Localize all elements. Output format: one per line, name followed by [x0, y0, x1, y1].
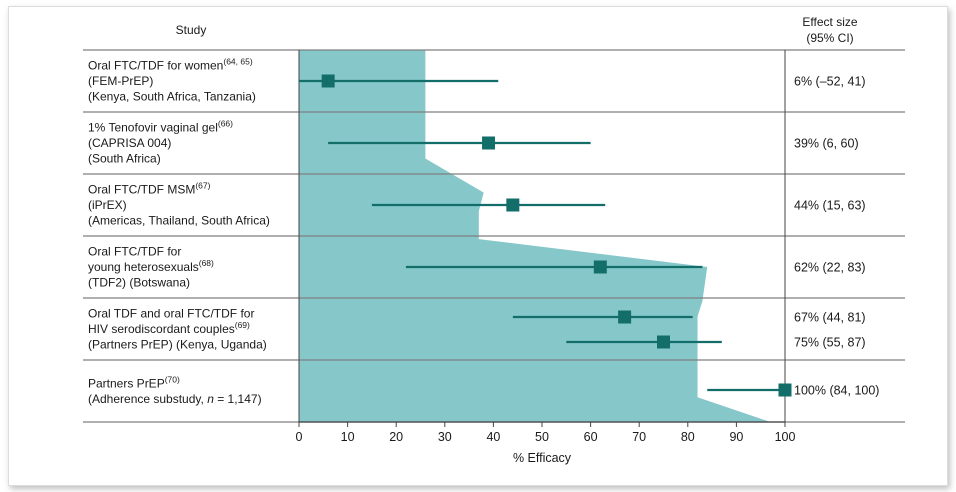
- study-label-line: (TDF2) (Botswana): [88, 276, 190, 290]
- x-tick-label: 70: [632, 430, 646, 444]
- x-tick-label: 60: [584, 430, 598, 444]
- point-estimate-marker: [506, 198, 520, 212]
- ci-header: (95% CI): [806, 31, 853, 45]
- study-label-line: (Partners PrEP) (Kenya, Uganda): [88, 338, 267, 352]
- study-label-line: Oral FTC/TDF for women(64, 65): [88, 57, 253, 73]
- effect-size-header: Effect size: [802, 15, 857, 29]
- study-label-line: (Adherence substudy, n = 1,147): [88, 392, 262, 406]
- study-label-line: Oral FTC/TDF MSM(67): [88, 181, 211, 197]
- study-label-line: Oral TDF and oral FTC/TDF for: [88, 307, 254, 321]
- point-estimate-marker: [321, 74, 335, 88]
- x-tick-label: 90: [729, 430, 743, 444]
- study-label-line: (Americas, Thailand, South Africa): [88, 214, 270, 228]
- effect-size-value: 6% (–52, 41): [794, 75, 866, 89]
- study-label-line: (iPrEX): [88, 198, 127, 212]
- x-axis-title: % Efficacy: [513, 451, 572, 465]
- x-tick-label: 40: [486, 430, 500, 444]
- adherence-shaded-area: [299, 50, 771, 426]
- effect-size-value: 75% (55, 87): [794, 336, 866, 350]
- point-estimate-marker: [482, 136, 496, 150]
- study-label-line: (CAPRISA 004): [88, 136, 171, 150]
- point-estimate-marker: [593, 260, 607, 274]
- x-tick-label: 80: [681, 430, 695, 444]
- study-label-line: young heterosexuals(68): [88, 258, 214, 274]
- x-tick-label: 30: [438, 430, 452, 444]
- study-label-line: HIV serodiscordant couples(69): [88, 320, 250, 336]
- x-tick-label: 0: [296, 430, 303, 444]
- x-tick-label: 10: [341, 430, 355, 444]
- study-label-line: (Kenya, South Africa, Tanzania): [88, 90, 256, 104]
- study-label-line: 1% Tenofovir vaginal gel(66): [88, 119, 233, 135]
- x-tick-label: 20: [389, 430, 403, 444]
- x-tick-label: 100: [775, 430, 796, 444]
- effect-size-value: 44% (15, 63): [794, 199, 866, 213]
- effect-size-value: 62% (22, 83): [794, 261, 866, 275]
- point-estimate-marker: [657, 335, 670, 349]
- effect-size-value: 67% (44, 81): [794, 311, 866, 325]
- point-estimate-marker: [618, 310, 632, 324]
- study-label-line: (South Africa): [88, 152, 161, 166]
- study-label-line: Partners PrEP(70): [88, 374, 180, 390]
- x-tick-label: 50: [535, 430, 549, 444]
- study-header: Study: [176, 23, 207, 37]
- effect-size-value: 39% (6, 60): [794, 137, 859, 151]
- effect-size-value: 100% (84, 100): [794, 384, 879, 398]
- study-label-line: Oral FTC/TDF for: [88, 245, 181, 259]
- point-estimate-marker: [778, 383, 792, 397]
- study-label-line: (FEM-PrEP): [88, 74, 153, 88]
